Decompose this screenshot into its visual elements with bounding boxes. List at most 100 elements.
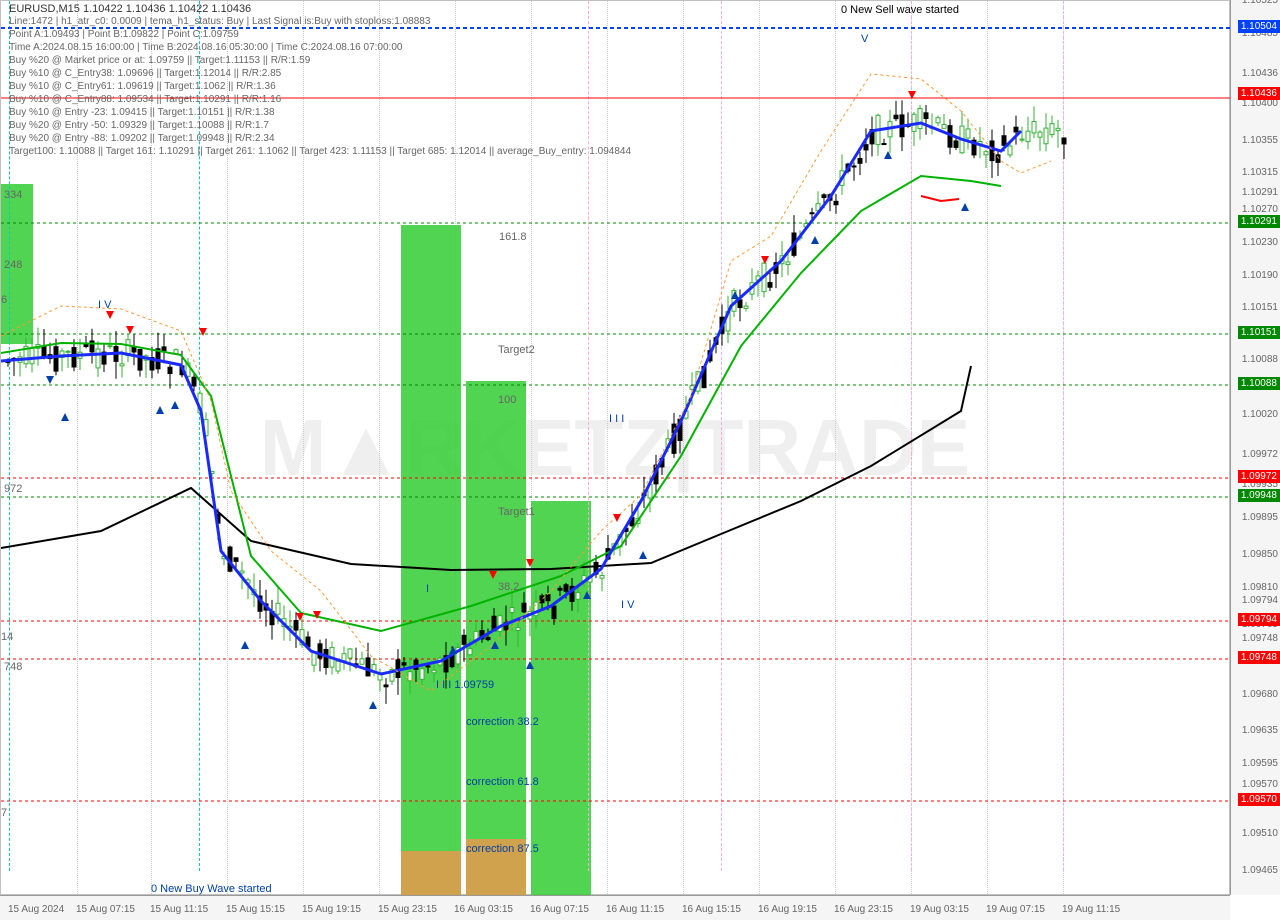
y-tick: 1.09635 [1242,725,1278,736]
price-marker: 1.09972 [1238,470,1280,483]
grid-v [987,1,988,896]
arrow-down-icon [296,613,304,621]
x-tick: 15 Aug 2024 [8,904,64,915]
y-tick: 1.10020 [1242,409,1278,420]
arrow-down-icon [613,514,621,522]
y-tick: 1.09465 [1242,865,1278,876]
info-line: Point A:1.09493 | Point B:1.09822 | Poin… [9,29,239,40]
chart-area[interactable]: M▲RKETZ|TRADE EURUSD,M15 1.10422 1.10436… [0,0,1230,895]
grid-v [379,1,380,896]
y-tick: 1.09810 [1242,582,1278,593]
chart-annotation: correction 38.2 [466,716,539,728]
chart-annotation: Target2 [498,344,535,356]
info-line: Time A:2024.08.15 16:00:00 | Time B:2024… [9,42,402,53]
vertical-marker [1063,1,1064,871]
arrow-up-icon [241,641,249,649]
x-tick: 15 Aug 19:15 [302,904,361,915]
y-tick: 1.09510 [1242,828,1278,839]
arrow-down-icon [908,91,916,99]
chart-annotation: 100 [498,394,516,406]
grid-v [759,1,760,896]
x-tick: 16 Aug 19:15 [758,904,817,915]
info-line: Buy %10 @ Entry -23: 1.09415 || Target:1… [9,107,275,118]
chart-annotation: I V [98,299,111,311]
arrow-down-icon [489,571,497,579]
price-marker: 1.10436 [1238,87,1280,100]
x-tick: 19 Aug 03:15 [910,904,969,915]
vertical-marker [588,1,589,871]
y-tick: 1.10270 [1242,204,1278,215]
bottom-wave-annotation: 0 New Buy Wave started [151,883,272,895]
x-tick: 16 Aug 11:15 [606,904,664,915]
arrow-up-icon [156,406,164,414]
arrow-up-icon [961,203,969,211]
chart-annotation: 334 [4,189,22,201]
chart-annotation: Target1 [498,506,535,518]
y-tick: 1.10525 [1242,0,1278,6]
chart-annotation: correction 61.8 [466,776,539,788]
price-marker: 1.10291 [1238,215,1280,228]
y-tick: 1.10355 [1242,135,1278,146]
fib-zone-orange [401,851,461,896]
price-marker: 1.09570 [1238,793,1280,806]
x-tick: 19 Aug 11:15 [1062,904,1120,915]
chart-annotation: 748 [4,661,22,673]
chart-annotation: 161.8 [499,231,527,243]
y-tick: 1.10230 [1242,237,1278,248]
info-line: Buy %20 @ Market price or at: 1.09759 ||… [9,55,310,66]
chart-annotation: correction 87.5 [466,843,539,855]
y-tick: 1.09972 [1242,449,1278,460]
x-tick: 15 Aug 07:15 [76,904,135,915]
y-tick: 1.09895 [1242,512,1278,523]
chart-annotation: V [861,33,868,45]
y-tick: 1.10291 [1242,187,1278,198]
grid-v [607,1,608,896]
price-marker: 1.10151 [1238,326,1280,339]
vertical-marker [199,1,200,871]
y-tick: 1.09850 [1242,549,1278,560]
y-tick: 1.09595 [1242,758,1278,769]
arrow-down-icon [313,611,321,619]
arrow-down-icon [199,328,207,336]
y-tick: 1.10190 [1242,270,1278,281]
y-tick: 1.10151 [1242,302,1278,313]
arrow-up-icon [639,551,647,559]
arrow-up-icon [449,646,457,654]
chart-annotation: I I I 1.09759 [436,679,494,691]
y-tick: 1.09794 [1242,595,1278,606]
arrow-up-icon [811,236,819,244]
y-tick: 1.09680 [1242,689,1278,700]
arrow-up-icon [61,413,69,421]
arrow-down-icon [46,376,54,384]
chart-annotation: 14 [1,631,13,643]
info-line: Buy %20 @ Entry -50: 1.09329 || Target:1… [9,120,269,131]
grid-v [303,1,304,896]
chart-annotation: 6 [1,294,7,306]
info-line: Target100: 1.10088 || Target 161: 1.1029… [9,146,631,157]
arrow-up-icon [171,401,179,409]
info-line: Buy %10 @ C_Entry61: 1.09619 || Target:1… [9,81,276,92]
vertical-marker [9,1,10,871]
arrow-up-icon [369,701,377,709]
x-tick: 19 Aug 07:15 [986,904,1045,915]
arrow-up-icon [526,661,534,669]
chart-annotation: I I I [609,413,624,425]
y-tick: 1.09748 [1242,633,1278,644]
fib-zone [466,381,526,896]
x-axis: 15 Aug 202415 Aug 07:1515 Aug 11:1515 Au… [0,895,1230,920]
chart-annotation: 248 [4,259,22,271]
chart-annotation: I V [621,599,634,611]
chart-annotation: 972 [4,483,22,495]
arrow-up-icon [731,291,739,299]
price-marker: 1.09948 [1238,489,1280,502]
grid-v [683,1,684,896]
vertical-marker [721,1,722,871]
x-tick: 16 Aug 07:15 [530,904,589,915]
grid-v [835,1,836,896]
arrow-down-icon [126,326,134,334]
y-tick: 1.10088 [1242,354,1278,365]
fib-zone [401,225,461,896]
y-tick: 1.10436 [1242,68,1278,79]
y-tick: 1.09570 [1242,779,1278,790]
arrow-down-icon [761,256,769,264]
